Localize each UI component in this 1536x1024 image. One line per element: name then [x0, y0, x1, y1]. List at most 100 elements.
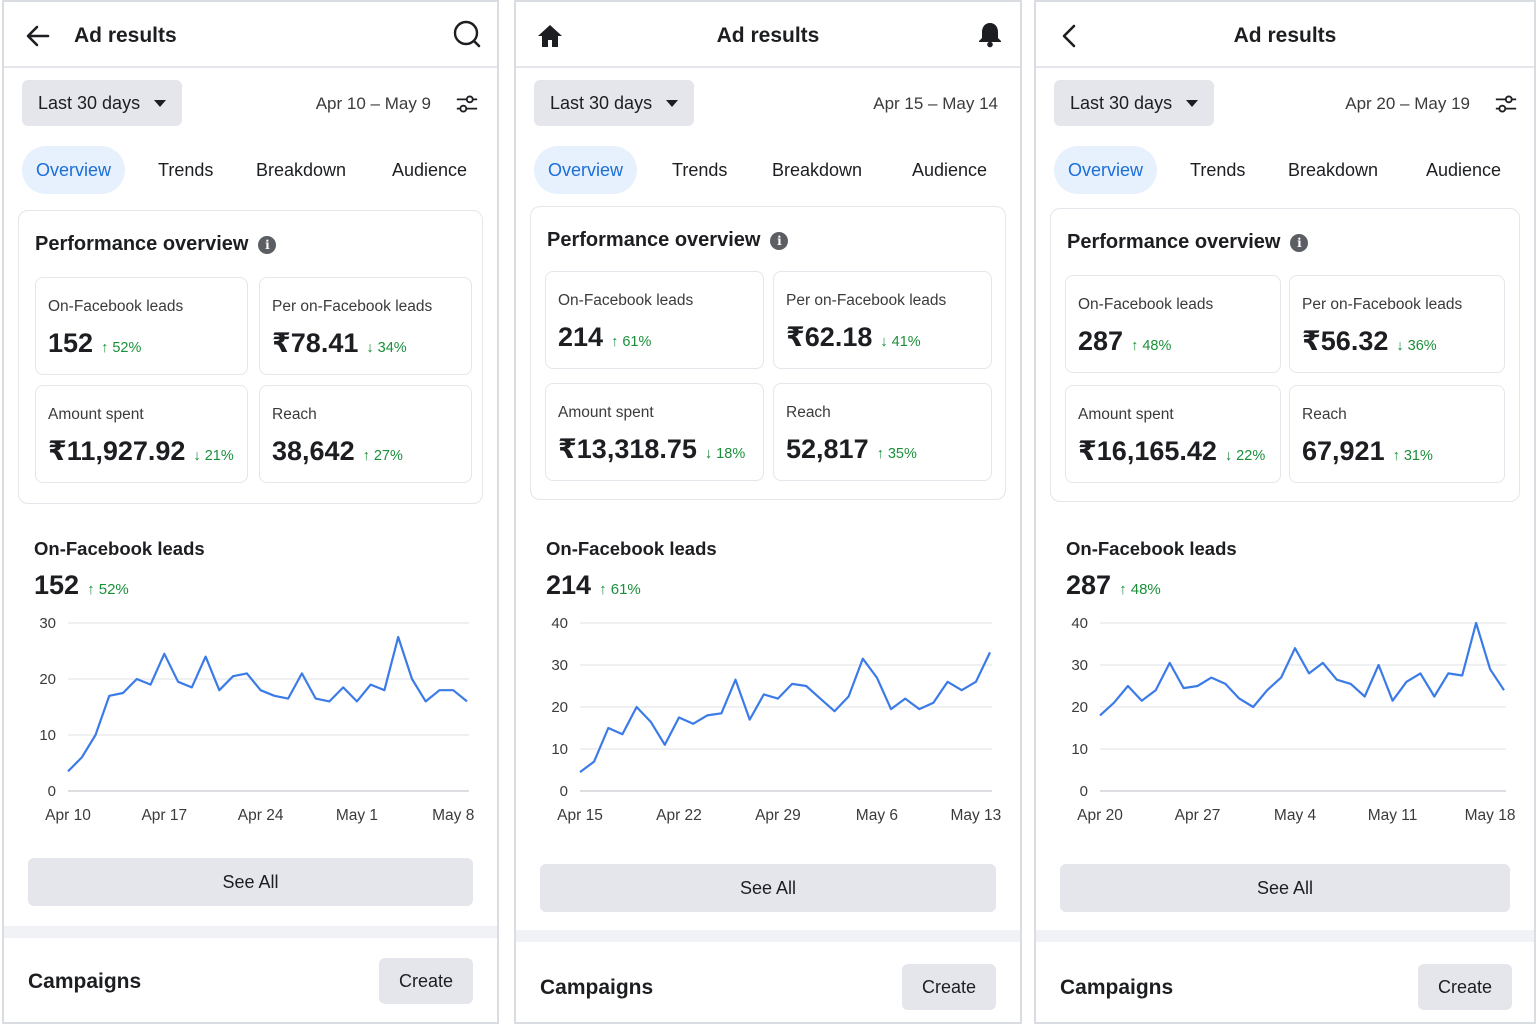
metric-label: Per on-Facebook leads: [786, 292, 947, 309]
chart-total-row: 214 ↑ 61%: [546, 570, 641, 601]
metric-card[interactable]: Reach 67,921 ↑ 31%: [1289, 385, 1505, 483]
create-campaign-button[interactable]: Create: [902, 964, 996, 1010]
metric-value: 214: [558, 322, 604, 352]
metric-label: On-Facebook leads: [1078, 296, 1214, 313]
metric-value: ₹56.32: [1302, 326, 1389, 356]
y-tick-label: 30: [39, 615, 56, 632]
chart-title: On-Facebook leads: [546, 538, 717, 559]
search-icon[interactable]: [451, 18, 483, 50]
metric-card[interactable]: Per on-Facebook leads ₹78.41 ↓ 34%: [259, 277, 472, 375]
date-range-dropdown[interactable]: Last 30 days: [22, 80, 183, 126]
metric-card[interactable]: On-Facebook leads 287 ↑ 48%: [1065, 275, 1281, 373]
metric-value-row: 214 ↑ 61%: [558, 322, 651, 353]
x-tick-label: May 18: [1465, 807, 1516, 824]
home-icon[interactable]: [534, 20, 566, 52]
see-all-button[interactable]: See All: [1060, 864, 1510, 912]
x-tick-label: Apr 29: [755, 807, 801, 824]
leads-line-chart: 0 10 20 30 Apr 10 Apr 17 Apr 24 May 1 May 8: [39, 615, 474, 824]
page-title: Ad results: [1233, 24, 1337, 47]
page-title: Ad results: [74, 24, 177, 47]
tab-trends[interactable]: Trends: [1190, 160, 1246, 180]
date-range-text: Apr 20 – May 19: [1345, 94, 1470, 113]
date-range-dropdown[interactable]: Last 30 days: [1054, 80, 1215, 126]
filter-icon[interactable]: [1494, 92, 1518, 116]
section-title: Performance overview: [547, 229, 761, 251]
y-tick-label: 20: [39, 671, 56, 688]
header: Ad results: [4, 2, 497, 68]
metric-value-row: 152 ↑ 52%: [48, 328, 141, 359]
metric-card[interactable]: Reach 38,642 ↑ 27%: [259, 385, 472, 483]
metric-card[interactable]: Amount spent ₹16,165.42 ↓ 22%: [1065, 385, 1281, 483]
y-tick-label: 20: [551, 699, 568, 716]
tab-bar: Overview Trends Breakdown Audience: [516, 146, 1020, 194]
metric-value-row: 52,817 ↑ 35%: [786, 434, 917, 465]
tab-overview[interactable]: Overview: [22, 146, 126, 194]
filter-icon[interactable]: [455, 92, 479, 116]
date-range-dropdown[interactable]: Last 30 days: [534, 80, 695, 126]
y-tick-label: 0: [48, 783, 56, 800]
info-icon[interactable]: i: [258, 235, 277, 254]
metric-delta: ↑ 35%: [876, 446, 917, 462]
metric-value-row: ₹11,927.92 ↓ 21%: [48, 436, 234, 467]
tab-breakdown[interactable]: Breakdown: [256, 160, 347, 180]
metric-value-row: 38,642 ↑ 27%: [272, 436, 403, 467]
y-tick-label: 0: [560, 783, 568, 800]
tab-audience[interactable]: Audience: [1426, 160, 1502, 180]
metric-label: Amount spent: [48, 406, 144, 423]
tab-overview[interactable]: Overview: [534, 146, 638, 194]
info-icon[interactable]: i: [770, 231, 789, 250]
metric-card[interactable]: Amount spent ₹13,318.75 ↓ 18%: [545, 383, 764, 481]
create-campaign-button[interactable]: Create: [1418, 964, 1512, 1010]
back-arrow-icon[interactable]: [22, 20, 54, 52]
tab-trends[interactable]: Trends: [158, 160, 214, 180]
tab-overview[interactable]: Overview: [1054, 146, 1158, 194]
metric-card[interactable]: On-Facebook leads 214 ↑ 61%: [545, 271, 764, 369]
metric-card[interactable]: On-Facebook leads 152 ↑ 52%: [35, 277, 248, 375]
tab-breakdown[interactable]: Breakdown: [1288, 160, 1379, 180]
chevron-left-icon[interactable]: [1054, 20, 1086, 52]
campaigns-title: Campaigns: [28, 970, 142, 993]
date-range-text: Apr 15 – May 14: [873, 94, 998, 113]
y-tick-label: 0: [1080, 783, 1088, 800]
bell-icon[interactable]: [974, 18, 1006, 50]
metric-delta: ↓ 36%: [1396, 338, 1437, 354]
metric-label: Per on-Facebook leads: [272, 298, 433, 315]
campaigns-title: Campaigns: [540, 976, 654, 999]
metric-value: 38,642: [272, 436, 355, 466]
metric-card[interactable]: Per on-Facebook leads ₹62.18 ↓ 41%: [773, 271, 992, 369]
metric-value: ₹16,165.42: [1078, 436, 1217, 466]
metric-value: ₹13,318.75: [558, 434, 697, 464]
metric-value-row: 67,921 ↑ 31%: [1302, 436, 1433, 467]
metric-value-row: ₹56.32 ↓ 36%: [1302, 326, 1437, 357]
create-campaign-button[interactable]: Create: [379, 958, 473, 1004]
leads-chart-card: On-Facebook leads 214 ↑ 61% 0 10 20 30 40 Apr 15…: [530, 514, 1006, 924]
tab-breakdown[interactable]: Breakdown: [772, 160, 863, 180]
see-all-button[interactable]: See All: [28, 858, 473, 906]
metric-card[interactable]: Reach 52,817 ↑ 35%: [773, 383, 992, 481]
series-line: [1099, 621, 1505, 717]
info-icon[interactable]: i: [1290, 233, 1309, 252]
metric-value-row: ₹16,165.42 ↓ 22%: [1078, 436, 1265, 467]
metric-delta: ↑ 48%: [1131, 338, 1172, 354]
series-line: [579, 651, 991, 773]
campaigns-title: Campaigns: [1060, 976, 1174, 999]
performance-overview-card: Performance overview i On-Facebook leads 21…: [530, 206, 1006, 500]
metric-delta: ↓ 21%: [193, 448, 234, 464]
x-tick-label: May 11: [1368, 807, 1418, 824]
chart-total-delta: ↑ 52%: [87, 581, 129, 598]
section-title: Performance overview: [35, 233, 249, 255]
metric-value: 52,817: [786, 434, 869, 464]
metric-delta: ↑ 61%: [611, 334, 652, 350]
metric-card[interactable]: Amount spent ₹11,927.92 ↓ 21%: [35, 385, 248, 483]
metric-label: Reach: [786, 404, 831, 421]
tab-audience[interactable]: Audience: [912, 160, 988, 180]
metric-value-row: 287 ↑ 48%: [1078, 326, 1171, 357]
metric-value: ₹62.18: [786, 322, 873, 352]
y-tick-label: 10: [551, 741, 568, 758]
performance-overview-card: Performance overview i On-Facebook leads 28…: [1050, 208, 1520, 502]
tab-trends[interactable]: Trends: [672, 160, 728, 180]
tab-audience[interactable]: Audience: [392, 160, 468, 180]
metric-card[interactable]: Per on-Facebook leads ₹56.32 ↓ 36%: [1289, 275, 1505, 373]
see-all-button[interactable]: See All: [540, 864, 996, 912]
